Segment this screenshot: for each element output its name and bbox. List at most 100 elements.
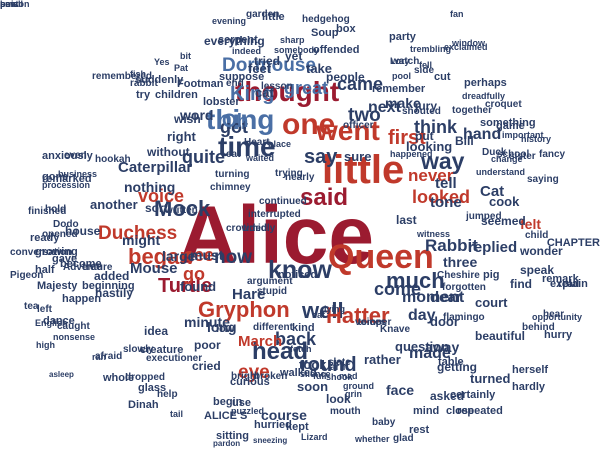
word-wonder-97: wonder <box>520 244 563 258</box>
word-try-135: try <box>136 89 151 101</box>
word-dear-51: dear <box>430 289 462 306</box>
word-hear-219: hear <box>543 309 565 320</box>
word-soup-68: Soup <box>311 27 339 39</box>
word-day-44: day <box>408 307 436 324</box>
word-high-274: high <box>36 340 55 350</box>
word-child-154: child <box>525 230 549 241</box>
word-feet-117: feet <box>248 61 272 76</box>
word-sat-252: sat <box>312 310 326 320</box>
word-fetch-279: fetch <box>290 344 312 354</box>
word-rest-167: rest <box>409 424 430 436</box>
word-nonsense-273: nonsense <box>53 332 96 342</box>
word-procession-212: procession <box>42 180 91 190</box>
word-away-52: away <box>425 339 460 355</box>
word-party-144: party <box>389 31 416 43</box>
word-beginning-123: beginning <box>82 280 135 292</box>
word-small-282: small <box>0 0 24 9</box>
word-certainly-116: certainly <box>450 389 496 401</box>
word-one-4: one <box>282 108 336 141</box>
word-know-8: know <box>268 256 332 284</box>
word-say-21: say <box>304 146 338 168</box>
word-pat-256: Pat <box>174 63 189 73</box>
word-end-195: end <box>226 78 244 89</box>
word-business-213: business <box>58 169 98 179</box>
word-slate-266: slate <box>328 357 351 368</box>
word-mind-165: mind <box>413 405 440 417</box>
word-turtle-16: Turtle <box>158 275 213 297</box>
word-mouse-66: Mouse <box>130 260 178 277</box>
word-witness-188: witness <box>417 229 451 239</box>
word-even-194: even <box>64 150 87 161</box>
word-school-185: school <box>497 149 530 160</box>
word-alice-0: Alice <box>178 190 374 281</box>
word-tea-221: tea <box>24 301 39 312</box>
word-cat-81: cat <box>255 85 274 100</box>
word-fish-253: fish <box>130 69 147 79</box>
word-cried-114: cried <box>192 359 221 373</box>
word-interrupted-232: interrupted <box>248 209 301 220</box>
word-hastily-107: hastily <box>95 286 134 300</box>
word-lizard-244: Lizard <box>301 432 328 442</box>
word-found-65: found <box>180 279 217 294</box>
word-caterpillar-58: Caterpillar <box>118 159 193 176</box>
word-fan-142: fan <box>450 9 464 19</box>
word-shook-238: shook <box>326 372 353 382</box>
word-curious-109: curious <box>230 376 270 388</box>
word-kind-175: kind <box>292 322 315 334</box>
word-glad-169: glad <box>393 433 414 444</box>
word-trying-228: trying <box>275 168 303 179</box>
word-tried-118: tried <box>254 54 281 68</box>
word-wish-100: wish <box>174 112 201 126</box>
word-table-183: table <box>438 356 464 368</box>
word-time-5: time <box>218 131 276 162</box>
word-help-239: help <box>157 389 178 400</box>
word-lesson-196: lesson <box>261 81 293 92</box>
word-idea-113: idea <box>144 324 169 338</box>
word-afraid-159: afraid <box>95 351 123 362</box>
word-looking-83: looking <box>406 139 453 154</box>
word-lying-251: lying <box>324 304 346 314</box>
word-getting-87: getting <box>437 360 477 374</box>
word-ground-271: ground <box>343 381 374 391</box>
word-anxiously-131: anxiously <box>42 150 93 162</box>
word-sneezing-243: sneezing <box>253 436 288 445</box>
word-arm-265: arm <box>330 362 349 373</box>
word-english-272: English <box>35 318 68 328</box>
word-begin-110: begin <box>213 396 243 408</box>
word-make-42: make <box>385 95 421 111</box>
word-happened-218: happened <box>390 149 433 159</box>
word-thing-7: thing <box>206 104 275 135</box>
word-sure-79: sure <box>344 149 372 164</box>
word-offended-143: offended <box>313 44 360 56</box>
word-cheshire-245: Cheshire <box>437 270 480 281</box>
word-close-168: close <box>446 405 475 417</box>
word-question-70: question <box>395 339 450 354</box>
word-cat-59: Cat <box>480 183 505 200</box>
word-rather-76: rather <box>364 352 401 367</box>
word-indeed-275: indeed <box>232 46 262 56</box>
word-head-11: head <box>252 338 309 365</box>
word-speak-96: speak <box>520 263 555 277</box>
word-got-38: got <box>220 117 248 137</box>
word-next-41: next <box>368 99 401 116</box>
word-replied-56: replied <box>468 239 518 256</box>
word-house-103: house <box>65 224 101 238</box>
word-serpent-137: serpent <box>218 34 258 46</box>
word-see-19: see <box>184 245 215 265</box>
word-minute-64: minute <box>184 314 230 330</box>
word-last-105: last <box>396 213 417 227</box>
word-knave-187: Knave <box>380 324 411 335</box>
word-remark-157: remark <box>542 273 579 285</box>
word-exclaimed-259: exclaimed <box>444 42 488 52</box>
word-lobster-204: lobster <box>203 96 240 108</box>
word-came-25: came <box>337 74 384 94</box>
word-felt-55: felt <box>520 216 541 232</box>
word-soon-74: soon <box>297 379 329 394</box>
word-left-125: left <box>37 304 52 315</box>
word-stupid-248: stupid <box>257 286 287 297</box>
word-take-80: take <box>306 61 333 76</box>
word-quite-23: quite <box>182 147 225 167</box>
word-dreadfully-260: dreadfully <box>462 91 506 101</box>
word-find-89: find <box>510 277 532 291</box>
